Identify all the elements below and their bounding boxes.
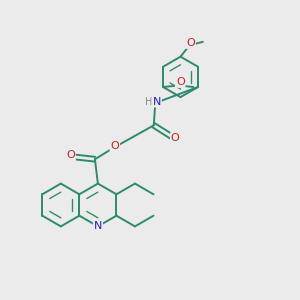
Text: O: O [171,133,180,143]
Text: O: O [66,150,75,160]
Text: O: O [176,77,184,87]
Text: O: O [110,141,119,152]
Text: N: N [94,221,102,231]
Text: N: N [153,97,161,106]
Text: H: H [145,97,152,106]
Text: O: O [186,38,195,48]
